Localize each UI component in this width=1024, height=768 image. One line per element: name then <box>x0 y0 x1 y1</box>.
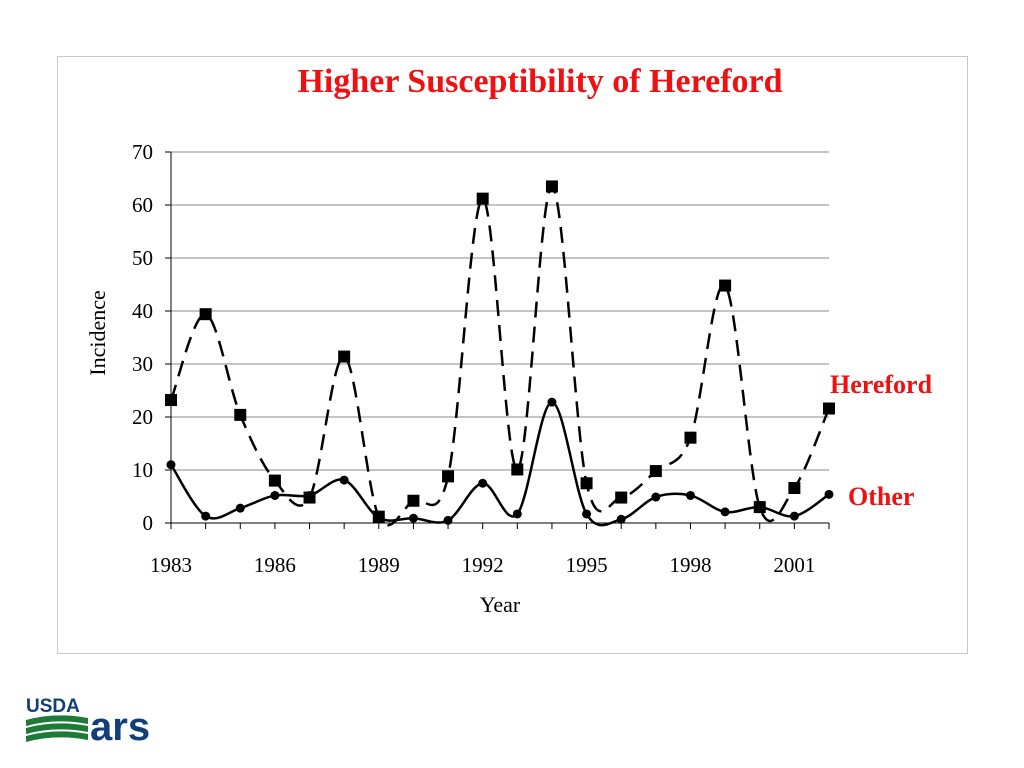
data-point-hereford <box>407 494 420 507</box>
data-point-hereford <box>268 474 281 487</box>
data-point-other <box>270 490 280 500</box>
x-tick-label: 1992 <box>462 553 504 577</box>
x-axis-title: Year <box>479 592 521 617</box>
data-point-other <box>789 511 799 521</box>
data-point-other <box>166 460 176 470</box>
gridlines <box>171 151 829 471</box>
chart-frame <box>57 56 968 654</box>
data-point-hereford <box>165 394 177 407</box>
usda-logo-text: USDA <box>26 696 80 717</box>
y-tick-label: 10 <box>132 458 153 482</box>
x-tick-label: 1986 <box>254 553 296 577</box>
data-point-hereford <box>649 465 662 478</box>
data-point-hereford <box>511 463 524 476</box>
ars-logo-text: ars <box>90 705 150 744</box>
data-point-hereford <box>234 408 247 421</box>
data-point-hereford <box>338 350 351 363</box>
x-tick-label: 1995 <box>566 553 608 577</box>
usda-logo-field-top <box>26 715 88 726</box>
series-label-hereford: Hereford <box>830 370 933 399</box>
data-point-other <box>755 502 765 512</box>
series <box>165 180 835 527</box>
y-tick-label: 40 <box>132 299 153 323</box>
data-point-other <box>582 509 592 519</box>
data-point-hereford <box>823 402 835 415</box>
data-point-hereford <box>580 477 593 490</box>
data-point-other <box>824 489 834 499</box>
x-tick-label: 1983 <box>150 553 192 577</box>
data-point-other <box>201 511 211 521</box>
data-point-hereford <box>615 491 628 504</box>
data-point-hereford <box>684 431 697 444</box>
data-point-other <box>685 490 695 500</box>
usda-logo-field-middle <box>26 723 88 734</box>
tick-labels: 0 10 20 30 40 50 60 70 1983 1986 1989 1992 1995 1998 2… <box>132 140 815 577</box>
y-tick-label: 70 <box>132 140 153 164</box>
series-label-other: Other <box>848 482 915 511</box>
data-point-other <box>478 478 488 488</box>
data-point-other <box>547 397 557 407</box>
x-tick-label: 2001 <box>773 553 815 577</box>
data-point-other <box>305 490 315 500</box>
data-point-other <box>408 513 418 523</box>
data-point-other <box>512 509 522 519</box>
y-axis-title: Incidence <box>85 290 110 376</box>
data-point-hereford <box>719 279 732 292</box>
data-point-other <box>443 515 453 525</box>
data-point-other <box>616 514 626 524</box>
data-point-hereford <box>788 482 801 495</box>
data-point-hereford <box>476 192 489 205</box>
y-tick-label: 0 <box>143 511 154 535</box>
y-tick-label: 60 <box>132 193 153 217</box>
data-point-hereford <box>442 470 455 483</box>
data-point-hereford <box>545 180 558 193</box>
y-tick-label: 30 <box>132 352 153 376</box>
data-point-other <box>374 513 384 523</box>
data-point-other <box>651 492 661 502</box>
usda-ars-logo: USDA ars <box>26 696 150 744</box>
y-tick-label: 20 <box>132 405 153 429</box>
data-point-other <box>339 475 349 485</box>
x-tick-label: 1998 <box>669 553 711 577</box>
data-point-other <box>720 507 730 517</box>
x-tick-label: 1989 <box>358 553 400 577</box>
chart-title: Higher Susceptibility of Hereford <box>297 63 783 100</box>
data-point-other <box>235 503 245 513</box>
data-point-hereford <box>199 308 212 321</box>
series-line-hereford <box>169 185 831 527</box>
y-tick-label: 50 <box>132 246 153 270</box>
axes <box>165 151 830 529</box>
usda-logo-field-bottom <box>26 731 88 742</box>
series-line-other <box>169 400 830 527</box>
